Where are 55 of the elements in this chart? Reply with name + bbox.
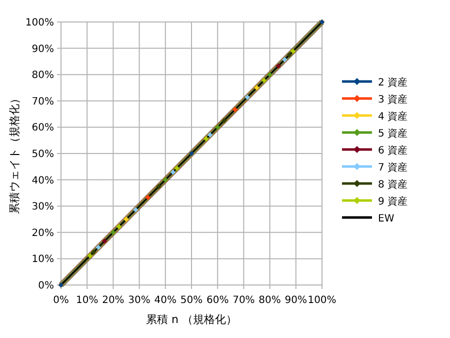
point — [276, 63, 282, 69]
y-tick-label: 40% — [32, 175, 54, 186]
x-tick-label: 80% — [258, 295, 281, 306]
point — [267, 72, 272, 78]
x-tick-label: 60% — [206, 295, 229, 306]
legend-label: 9 資産 — [378, 196, 408, 208]
point — [261, 78, 267, 83]
legend-label: 2 資産 — [378, 76, 408, 88]
y-tick-label: 90% — [32, 44, 54, 55]
x-tick-label: 0% — [53, 295, 69, 306]
point — [207, 132, 213, 138]
y-tick-label: 80% — [32, 70, 54, 82]
x-tick-label: 10% — [76, 295, 98, 306]
point — [87, 253, 93, 258]
point — [204, 136, 209, 142]
point — [282, 57, 288, 62]
point — [222, 118, 227, 124]
point — [162, 177, 168, 182]
point — [96, 244, 101, 250]
x-tick-label: 70% — [232, 295, 255, 306]
y-tick-label: 20% — [32, 228, 54, 239]
x-tick-label: 30% — [128, 295, 150, 306]
y-tick-label: 70% — [32, 96, 54, 108]
x-tick-label: 90% — [284, 295, 308, 306]
y-tick-label: 100% — [25, 18, 54, 28]
point — [133, 207, 138, 212]
point — [102, 238, 108, 244]
y-tick-label: 60% — [32, 122, 54, 134]
x-tick-label: 40% — [154, 295, 177, 306]
point — [290, 48, 296, 54]
point — [286, 52, 292, 58]
y-tick-label: 30% — [32, 202, 54, 213]
x-tick-label: 50% — [180, 295, 203, 306]
legend-label: 7 資産 — [378, 162, 408, 174]
x-tick-label: 100% — [308, 295, 336, 306]
point — [215, 124, 220, 130]
point — [110, 230, 116, 235]
y-tick-label: 10% — [32, 254, 54, 266]
point — [244, 94, 250, 100]
legend-label: 3 資産 — [378, 94, 408, 106]
legend-label: 6 資産 — [378, 144, 408, 156]
x-axis-title: 累積 n （規格化） — [146, 313, 237, 326]
x-tick-label: 20% — [102, 295, 124, 306]
legend-label: 5 資産 — [378, 128, 408, 140]
legend-label: 4 資産 — [378, 110, 408, 122]
y-axis-title: 累積ウェイト（規格化） — [8, 93, 21, 214]
point — [174, 166, 180, 171]
point — [170, 170, 176, 175]
point — [116, 224, 122, 230]
legend-label: 8 資産 — [378, 178, 408, 190]
point — [156, 184, 162, 189]
y-tick-label: 50% — [32, 149, 54, 160]
legend-label: EW — [378, 214, 394, 224]
y-tick-label: 0% — [38, 280, 54, 292]
point — [91, 250, 96, 255]
